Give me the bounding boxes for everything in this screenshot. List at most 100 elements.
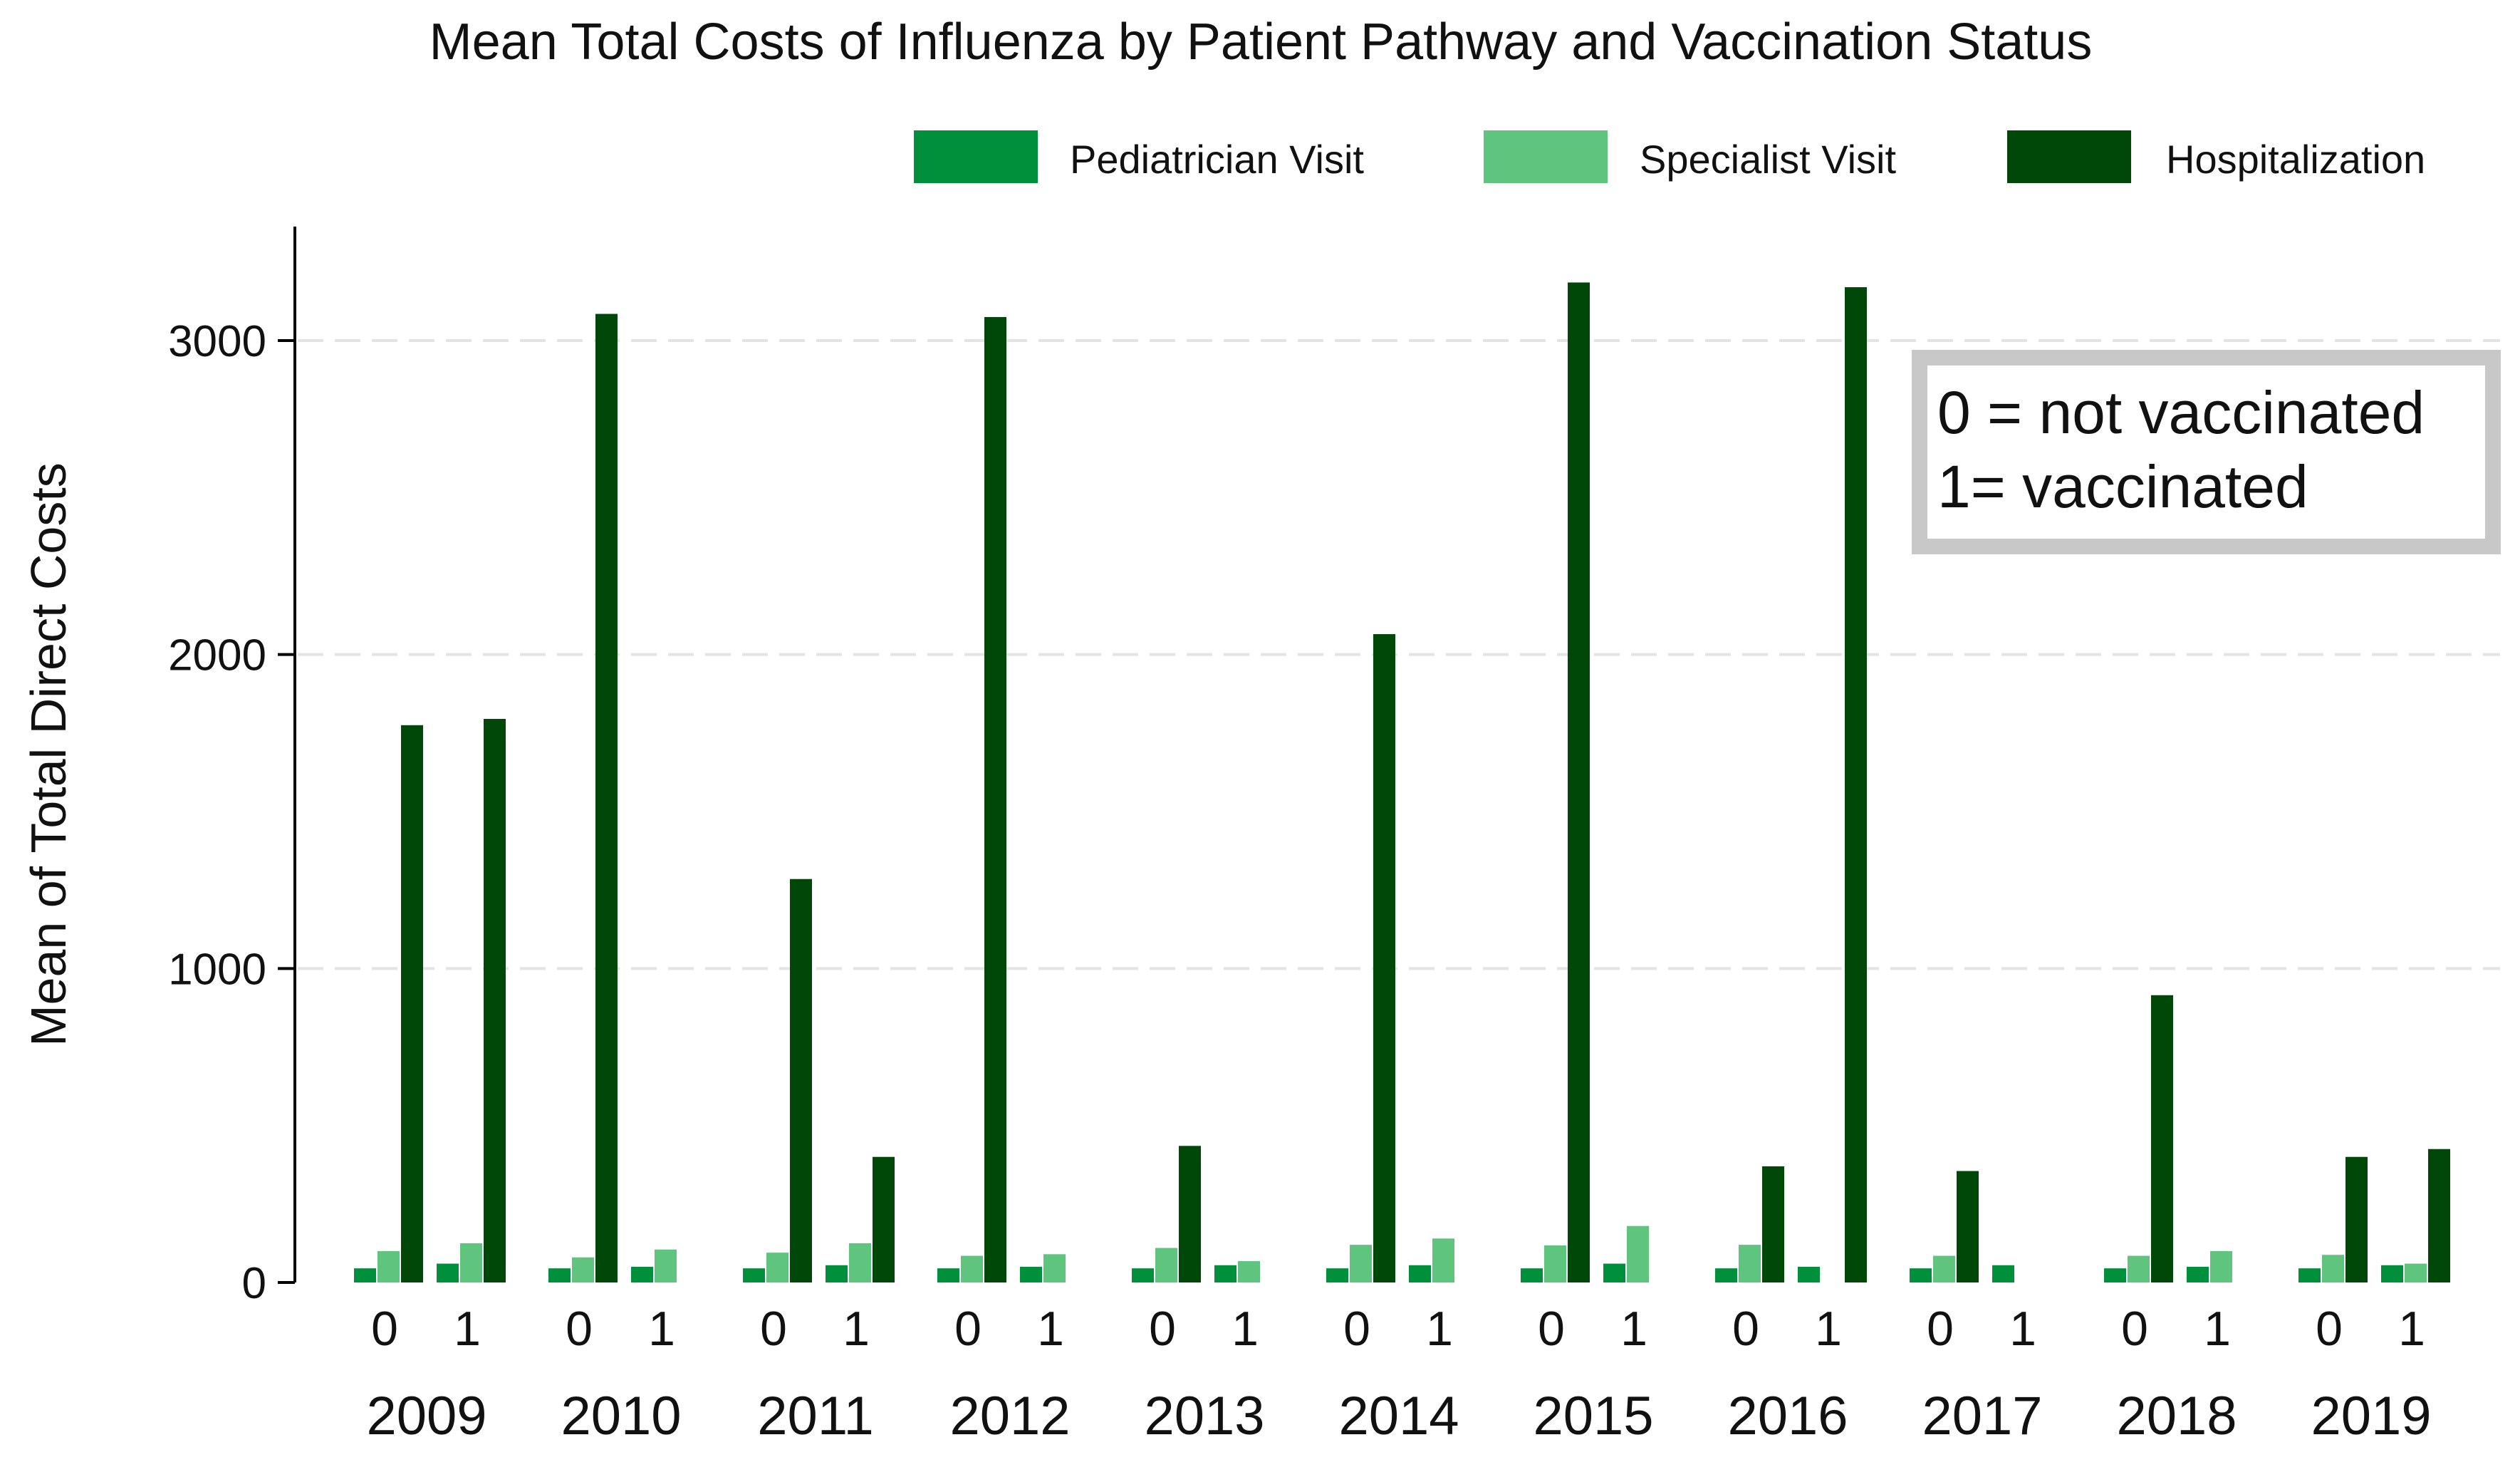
bar-specialist-2009-1 <box>460 1243 482 1282</box>
bar-specialist-2012-0 <box>961 1255 983 1282</box>
x-axis-labels: 0 1 2009 0 1 2010 0 1 2011 0 1 2012 0 1 2013 0 1 2014 0 1 20… <box>366 1302 2431 1446</box>
x-year-label-2014: 2014 <box>1338 1386 1459 1446</box>
bar-specialist-2019-1 <box>2405 1263 2427 1282</box>
legend: Pediatrician Visit Specialist Visit Hosp… <box>914 130 2425 183</box>
bar-pediatrician-2012-0 <box>937 1268 959 1282</box>
x-year-label-2012: 2012 <box>949 1386 1070 1446</box>
bar-specialist-2013-0 <box>1155 1248 1177 1282</box>
x-status-label-2011-1: 1 <box>843 1302 870 1356</box>
y-axis-title: Mean of Total Direct Costs <box>21 462 76 1047</box>
bar-pediatrician-2019-0 <box>2298 1268 2321 1282</box>
bar-specialist-2017-0 <box>1933 1255 1955 1282</box>
x-year-label-2019: 2019 <box>2311 1386 2431 1446</box>
x-status-label-2009-1: 1 <box>454 1302 481 1356</box>
x-status-label-2010-0: 0 <box>566 1302 593 1356</box>
vaccination-note-line-1: 0 = not vaccinated <box>1937 379 2425 446</box>
legend-swatch-specialist <box>1484 130 1608 183</box>
bar-pediatrician-2018-1 <box>2187 1266 2209 1282</box>
bar-pediatrician-2015-1 <box>1603 1263 1625 1282</box>
bar-specialist-2018-1 <box>2210 1250 2232 1282</box>
bar-specialist-2012-1 <box>1043 1254 1066 1282</box>
x-status-label-2013-1: 1 <box>1232 1302 1259 1356</box>
bar-hospitalization-2009-1 <box>484 719 506 1282</box>
x-year-label-2013: 2013 <box>1144 1386 1264 1446</box>
x-status-label-2014-1: 1 <box>1426 1302 1453 1356</box>
bar-pediatrician-2017-1 <box>1992 1265 2014 1282</box>
x-year-label-2018: 2018 <box>2116 1386 2237 1446</box>
legend-swatch-pediatrician <box>914 130 1038 183</box>
bar-hospitalization-2009-0 <box>401 725 423 1282</box>
x-status-label-2019-0: 0 <box>2316 1302 2343 1356</box>
legend-label-hospitalization: Hospitalization <box>2166 137 2425 182</box>
bar-pediatrician-2009-1 <box>437 1263 459 1282</box>
bars <box>354 282 2450 1283</box>
bar-specialist-2015-1 <box>1627 1225 1649 1282</box>
bar-hospitalization-2012-0 <box>984 316 1006 1283</box>
legend-label-specialist: Specialist Visit <box>1640 137 1896 182</box>
x-year-label-2017: 2017 <box>1922 1386 2042 1446</box>
x-status-label-2015-0: 0 <box>1538 1302 1565 1356</box>
bar-hospitalization-2011-1 <box>873 1156 895 1282</box>
x-status-label-2012-0: 0 <box>954 1302 982 1356</box>
bar-hospitalization-2014-0 <box>1373 634 1395 1282</box>
x-status-label-2014-0: 0 <box>1343 1302 1370 1356</box>
bar-specialist-2018-0 <box>2128 1255 2150 1282</box>
x-status-label-2017-1: 1 <box>2009 1302 2036 1356</box>
bar-pediatrician-2017-0 <box>1910 1268 1932 1282</box>
bar-hospitalization-2011-0 <box>790 878 812 1282</box>
bar-hospitalization-2013-0 <box>1179 1146 1201 1282</box>
x-status-label-2015-1: 1 <box>1620 1302 1647 1356</box>
y-tick-label-2000: 2000 <box>168 631 266 680</box>
x-status-label-2017-0: 0 <box>1927 1302 1954 1356</box>
bar-hospitalization-2019-1 <box>2428 1149 2450 1282</box>
legend-swatch-hospitalization <box>2007 130 2131 183</box>
bar-pediatrician-2014-1 <box>1409 1265 1431 1282</box>
x-status-label-2016-1: 1 <box>1815 1302 1842 1356</box>
chart-title: Mean Total Costs of Influenza by Patient… <box>429 14 2093 71</box>
bar-specialist-2010-0 <box>572 1257 594 1282</box>
bar-pediatrician-2011-1 <box>826 1265 848 1282</box>
bar-specialist-2015-0 <box>1544 1245 1566 1282</box>
bar-hospitalization-2019-0 <box>2345 1156 2368 1282</box>
bar-specialist-2009-0 <box>378 1250 400 1282</box>
x-status-label-2019-1: 1 <box>2398 1302 2425 1356</box>
bar-pediatrician-2019-1 <box>2381 1265 2403 1282</box>
legend-label-pediatrician: Pediatrician Visit <box>1070 137 1364 182</box>
bar-pediatrician-2010-1 <box>631 1266 653 1282</box>
bar-pediatrician-2018-0 <box>2104 1268 2126 1282</box>
bar-pediatrician-2015-0 <box>1521 1268 1543 1282</box>
bar-specialist-2016-0 <box>1739 1245 1761 1282</box>
vaccination-note: 0 = not vaccinated 1= vaccinated <box>1912 350 2501 554</box>
gridlines <box>298 339 2500 970</box>
x-status-label-2010-1: 1 <box>648 1302 675 1356</box>
bar-hospitalization-2016-1 <box>1845 287 1867 1282</box>
x-year-label-2011: 2011 <box>757 1386 873 1446</box>
bar-hospitalization-2017-0 <box>1957 1171 1979 1282</box>
bar-specialist-2014-1 <box>1432 1238 1454 1282</box>
bar-pediatrician-2009-0 <box>354 1268 376 1282</box>
bar-specialist-2011-0 <box>766 1253 788 1282</box>
x-year-label-2010: 2010 <box>561 1386 681 1446</box>
y-axis-ticks: 0 1000 2000 3000 <box>168 317 295 1308</box>
x-status-label-2018-0: 0 <box>2121 1302 2148 1356</box>
x-status-label-2012-1: 1 <box>1037 1302 1064 1356</box>
bar-pediatrician-2016-0 <box>1715 1268 1737 1282</box>
x-status-label-2018-1: 1 <box>2204 1302 2231 1356</box>
bar-pediatrician-2011-0 <box>743 1268 765 1282</box>
bar-specialist-2010-1 <box>655 1249 677 1282</box>
bar-pediatrician-2013-1 <box>1214 1265 1236 1282</box>
y-tick-label-1000: 1000 <box>168 945 266 994</box>
bar-specialist-2019-0 <box>2322 1255 2344 1282</box>
vaccination-note-box <box>1912 350 2501 554</box>
x-year-label-2015: 2015 <box>1533 1386 1653 1446</box>
bar-specialist-2014-0 <box>1350 1245 1372 1282</box>
y-tick-label-0: 0 <box>242 1259 266 1308</box>
bar-pediatrician-2010-0 <box>548 1268 571 1282</box>
bar-hospitalization-2010-0 <box>595 313 618 1282</box>
bar-pediatrician-2014-0 <box>1326 1268 1348 1282</box>
bar-hospitalization-2016-0 <box>1762 1166 1784 1282</box>
x-year-label-2009: 2009 <box>366 1386 486 1446</box>
bar-pediatrician-2012-1 <box>1020 1266 1042 1282</box>
bar-specialist-2013-1 <box>1238 1261 1260 1282</box>
bar-pediatrician-2013-0 <box>1132 1268 1154 1282</box>
